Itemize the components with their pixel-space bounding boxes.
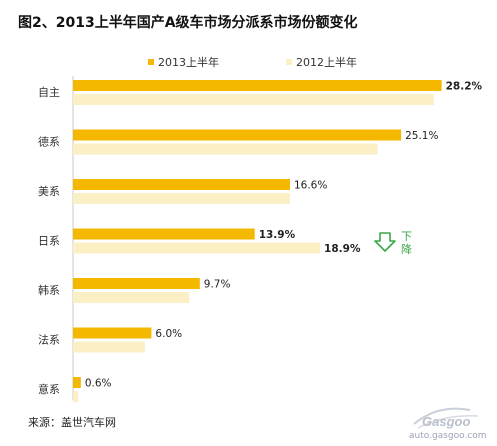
svg-text:Gasgoo: Gasgoo [422,414,470,429]
legend-label-0: 2013上半年 [158,55,219,69]
value-label: 13.9% [259,229,296,241]
legend-swatch-0 [148,59,154,65]
category-label: 法系 [38,333,60,347]
legend-label-1: 2012上半年 [296,55,357,69]
value-label: 18.9% [324,243,361,255]
category-label: 美系 [38,185,60,198]
bar-2013 [73,129,402,141]
category-label: 德系 [38,135,60,149]
chart-title: 图2、2013上半年国产A级车市场分派系市场份额变化 [18,15,358,31]
gasgoo-logo-icon: Gasgoo [413,407,479,429]
annotation-text-2: 降 [401,242,412,256]
category-label: 日系 [38,235,60,248]
bar-2013 [73,377,81,388]
value-label: 16.6% [294,180,327,192]
annotation-text-1: 下 [401,230,412,243]
category-label: 自主 [38,86,60,99]
watermark-site: auto.gasgoo.com [409,431,487,441]
value-label: 0.6% [85,378,112,390]
bar-2012 [73,292,190,303]
category-label: 意系 [38,382,60,396]
value-label: 6.0% [155,328,182,340]
bar-2013 [73,179,290,190]
value-label: 9.7% [204,279,231,291]
value-label: 28.2% [446,81,483,93]
category-label: 韩系 [38,283,60,297]
bars-group: 自主 28.2% 德系 25.1% 美系 16.6% 日系 13.9% 18.9% 韩系 9.7% 法… [38,80,483,402]
bar-2013 [73,278,200,289]
bar-2012 [73,341,145,353]
bar-2012 [73,242,321,254]
bar-2012 [73,94,434,105]
chart-legend: 2013上半年 2012上半年 [148,55,357,69]
bar-2012 [73,391,79,402]
bar-2013 [73,228,255,240]
bar-2013 [73,80,442,91]
decline-annotation: 下降 [374,230,412,256]
bar-2012 [73,143,378,155]
value-label: 25.1% [405,130,438,142]
source-caption: 来源：盖世汽车网 [28,416,116,429]
legend-swatch-1 [286,59,292,65]
bar-2012 [73,193,290,204]
down-arrow-icon [374,232,396,252]
bar-2013 [73,327,152,339]
